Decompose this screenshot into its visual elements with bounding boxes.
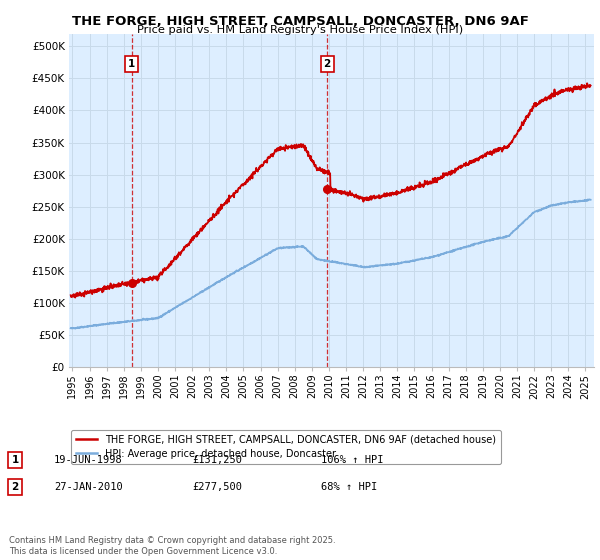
Text: Price paid vs. HM Land Registry's House Price Index (HPI): Price paid vs. HM Land Registry's House … (137, 25, 463, 35)
Text: 2: 2 (323, 59, 331, 69)
Text: 1: 1 (11, 455, 19, 465)
Text: THE FORGE, HIGH STREET, CAMPSALL, DONCASTER, DN6 9AF: THE FORGE, HIGH STREET, CAMPSALL, DONCAS… (71, 15, 529, 27)
Text: 19-JUN-1998: 19-JUN-1998 (54, 455, 123, 465)
Text: Contains HM Land Registry data © Crown copyright and database right 2025.
This d: Contains HM Land Registry data © Crown c… (9, 536, 335, 556)
Text: 106% ↑ HPI: 106% ↑ HPI (321, 455, 383, 465)
Text: £131,250: £131,250 (192, 455, 242, 465)
Legend: THE FORGE, HIGH STREET, CAMPSALL, DONCASTER, DN6 9AF (detached house), HPI: Aver: THE FORGE, HIGH STREET, CAMPSALL, DONCAS… (71, 430, 501, 464)
Text: 2: 2 (11, 482, 19, 492)
Text: 1: 1 (128, 59, 136, 69)
Text: 68% ↑ HPI: 68% ↑ HPI (321, 482, 377, 492)
Text: 27-JAN-2010: 27-JAN-2010 (54, 482, 123, 492)
Text: £277,500: £277,500 (192, 482, 242, 492)
